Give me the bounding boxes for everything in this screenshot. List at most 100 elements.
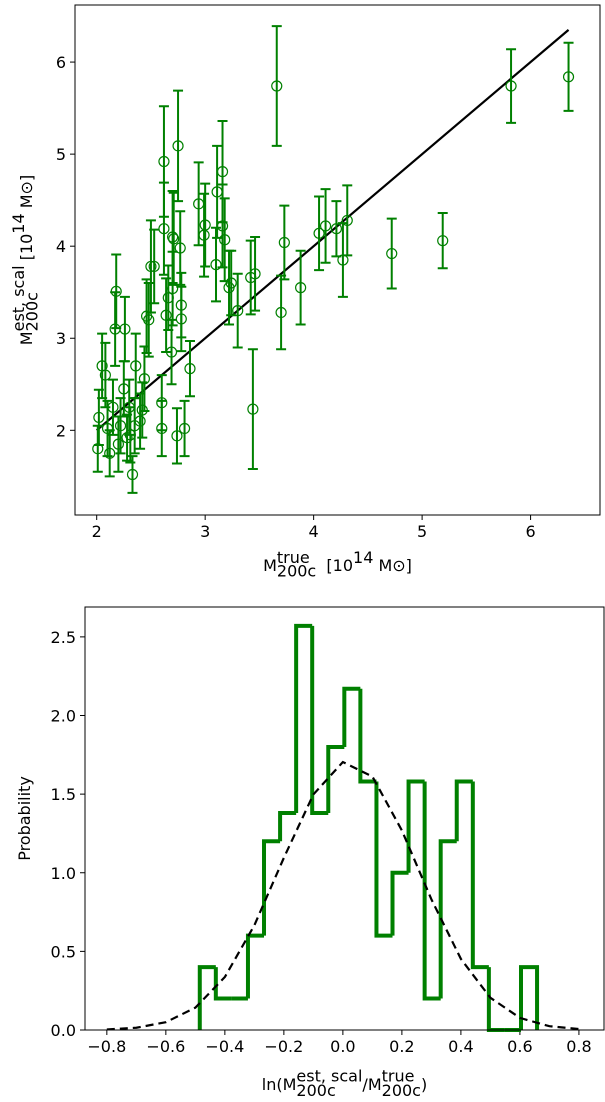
label-text: M⊙] bbox=[17, 175, 36, 214]
error-bar bbox=[193, 161, 204, 247]
point bbox=[119, 323, 131, 335]
x-tick-label: 0.0 bbox=[330, 1037, 355, 1056]
histogram-bin bbox=[470, 781, 489, 970]
point bbox=[136, 404, 148, 416]
reference-line bbox=[95, 29, 570, 432]
point bbox=[174, 242, 186, 254]
y-tick-label: 0.5 bbox=[51, 942, 76, 961]
error-bar bbox=[247, 348, 258, 470]
label-sup: true bbox=[277, 548, 310, 567]
histogram-bin bbox=[519, 965, 540, 1030]
y-tick-label: 5 bbox=[56, 145, 66, 164]
histogram-bin bbox=[310, 625, 329, 815]
point bbox=[562, 71, 575, 83]
x-tick-label: 4 bbox=[309, 522, 319, 541]
point bbox=[223, 282, 235, 294]
histogram-bin bbox=[374, 781, 393, 938]
error-bar bbox=[212, 144, 223, 239]
point bbox=[337, 254, 349, 266]
error-bar bbox=[276, 274, 287, 351]
error-bar bbox=[250, 235, 261, 312]
error-bar bbox=[113, 415, 124, 473]
point bbox=[386, 247, 398, 260]
label-text: ) bbox=[421, 1075, 427, 1094]
point bbox=[211, 186, 223, 198]
point bbox=[245, 271, 257, 284]
label-text: ln(M bbox=[262, 1075, 297, 1094]
label-sub: 200c bbox=[277, 562, 316, 581]
error-bar bbox=[199, 192, 210, 278]
point bbox=[101, 422, 114, 435]
point bbox=[175, 299, 187, 311]
x-tick-label: 0.8 bbox=[566, 1037, 591, 1056]
label-text: M bbox=[263, 556, 277, 575]
point bbox=[505, 80, 517, 92]
x-tick-label: 0.2 bbox=[389, 1037, 414, 1056]
error-bar bbox=[93, 388, 104, 447]
error-bar bbox=[110, 291, 121, 367]
point bbox=[118, 383, 130, 395]
point bbox=[129, 420, 141, 432]
error-bar bbox=[295, 249, 306, 326]
point bbox=[295, 282, 307, 294]
point bbox=[140, 310, 153, 322]
y-tick-label: 2 bbox=[56, 421, 66, 440]
point bbox=[278, 236, 290, 249]
histogram-bin bbox=[438, 839, 457, 999]
error-bar bbox=[158, 181, 169, 276]
error-bar bbox=[137, 381, 148, 439]
histogram-bin bbox=[197, 965, 216, 1030]
point bbox=[92, 443, 104, 455]
error-bar bbox=[320, 188, 331, 264]
point bbox=[93, 411, 105, 424]
point bbox=[232, 305, 244, 317]
label-sup: est, scal bbox=[9, 265, 28, 331]
point bbox=[168, 233, 180, 245]
label-text: Probability bbox=[15, 776, 34, 861]
error-bar bbox=[102, 399, 113, 458]
label-sup: true bbox=[382, 1067, 415, 1086]
point bbox=[104, 447, 116, 459]
y-tick-label: 2.5 bbox=[51, 628, 76, 647]
label-sub: 200c bbox=[296, 1081, 335, 1100]
plot-frame bbox=[84, 606, 605, 1031]
x-tick-label: 5 bbox=[417, 522, 427, 541]
histogram-bin bbox=[406, 779, 425, 873]
point bbox=[219, 234, 231, 246]
error-bar bbox=[314, 195, 325, 272]
error-bar bbox=[271, 25, 282, 147]
y-tick-label: 0.0 bbox=[51, 1021, 76, 1040]
point bbox=[156, 422, 168, 435]
point bbox=[193, 198, 205, 210]
error-bar bbox=[119, 295, 130, 363]
point bbox=[178, 422, 191, 435]
label-sup: est, scal bbox=[296, 1067, 362, 1086]
point bbox=[330, 223, 343, 235]
histogram-bin bbox=[358, 688, 377, 784]
y-tick-label: 1.5 bbox=[51, 785, 76, 804]
error-bar bbox=[135, 392, 146, 450]
y-tick-label: 3 bbox=[56, 329, 66, 348]
error-bar bbox=[184, 340, 195, 398]
error-bar bbox=[437, 212, 448, 270]
error-bar bbox=[145, 219, 156, 314]
error-bar bbox=[179, 399, 190, 458]
x-tick-label: 0.4 bbox=[448, 1037, 473, 1056]
histogram-bin bbox=[326, 744, 345, 813]
label-sub: 200c bbox=[382, 1081, 421, 1100]
label-sup: 14 bbox=[9, 213, 28, 233]
error-bar bbox=[232, 272, 243, 349]
error-bar bbox=[115, 397, 126, 455]
error-bar bbox=[217, 183, 228, 269]
x-tick-label: −0.6 bbox=[146, 1037, 185, 1056]
error-bar bbox=[168, 191, 179, 286]
error-bar bbox=[104, 429, 115, 478]
y-tick-label: 6 bbox=[56, 53, 66, 72]
point bbox=[162, 292, 174, 304]
